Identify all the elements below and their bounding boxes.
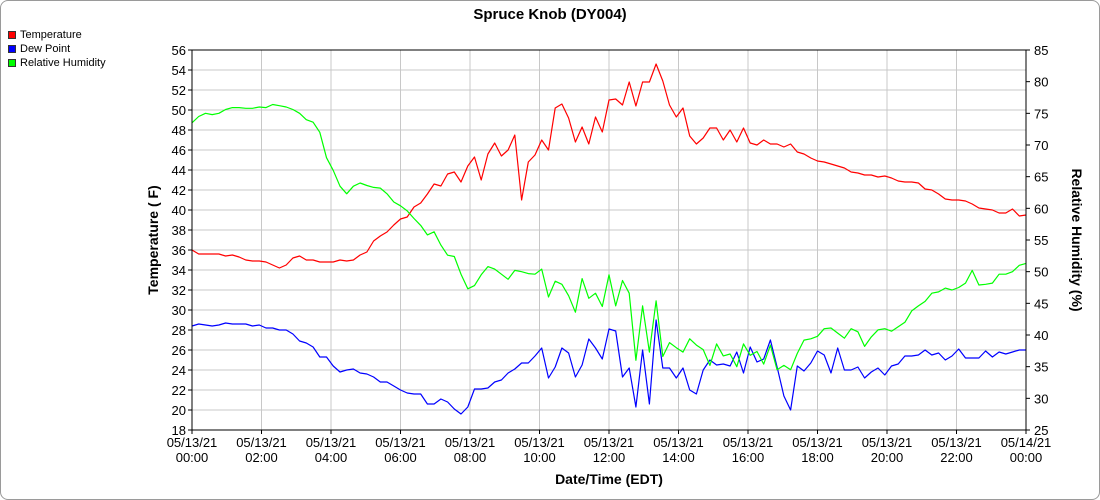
left-tick-label: 32 bbox=[172, 283, 186, 298]
right-tick-label: 25 bbox=[1034, 423, 1048, 438]
left-tick-label: 24 bbox=[172, 363, 186, 378]
left-tick-label: 38 bbox=[172, 223, 186, 238]
x-tick-time: 22:00 bbox=[940, 450, 973, 465]
left-tick-label: 22 bbox=[172, 383, 186, 398]
left-tick-label: 54 bbox=[172, 63, 186, 78]
right-tick-label: 65 bbox=[1034, 170, 1048, 185]
right-tick-label: 35 bbox=[1034, 360, 1048, 375]
legend-item-temperature: Temperature bbox=[8, 28, 106, 42]
series-line-temperature bbox=[191, 63, 1027, 269]
right-tick-label: 55 bbox=[1034, 233, 1048, 248]
x-tick-time: 00:00 bbox=[1010, 450, 1043, 465]
left-tick-label: 36 bbox=[172, 243, 186, 258]
left-tick-label: 46 bbox=[172, 143, 186, 158]
relative-humidity-swatch bbox=[8, 59, 16, 67]
x-tick-time: 10:00 bbox=[523, 450, 556, 465]
x-tick-time: 06:00 bbox=[384, 450, 417, 465]
x-tick-time: 02:00 bbox=[245, 450, 278, 465]
x-tick-date: 05/13/21 bbox=[306, 435, 357, 450]
series-line-dew-point bbox=[191, 319, 1026, 415]
left-tick-label: 56 bbox=[172, 43, 186, 58]
x-tick-date: 05/13/21 bbox=[653, 435, 704, 450]
left-tick-label: 48 bbox=[172, 123, 186, 138]
left-tick-label: 28 bbox=[172, 323, 186, 338]
left-tick-label: 50 bbox=[172, 103, 186, 118]
left-tick-label: 20 bbox=[172, 403, 186, 418]
chart-title: Spruce Knob (DY004) bbox=[473, 6, 626, 23]
temperature-swatch bbox=[8, 31, 16, 39]
y-axis-label-left: Temperature ( F) bbox=[145, 185, 161, 294]
right-tick-label: 85 bbox=[1034, 43, 1048, 58]
right-tick-label: 50 bbox=[1034, 265, 1048, 280]
left-tick-label: 30 bbox=[172, 303, 186, 318]
x-tick-time: 14:00 bbox=[662, 450, 695, 465]
x-axis-label: Date/Time (EDT) bbox=[555, 471, 663, 487]
x-tick-date: 05/13/21 bbox=[514, 435, 565, 450]
x-tick-time: 00:00 bbox=[176, 450, 209, 465]
x-tick-time: 04:00 bbox=[315, 450, 348, 465]
x-tick-time: 16:00 bbox=[732, 450, 765, 465]
legend-item-dew-point: Dew Point bbox=[8, 42, 106, 56]
dew-point-swatch bbox=[8, 45, 16, 53]
x-tick-time: 08:00 bbox=[454, 450, 487, 465]
x-tick-date: 05/13/21 bbox=[862, 435, 913, 450]
axes: 18 20 22 24 26 28 30 32 34 36 38 40 42 44 46 48 50 52 54 56… bbox=[167, 43, 1052, 465]
legend: Temperature Dew Point Relative Humidity bbox=[8, 28, 106, 70]
right-tick-label: 70 bbox=[1034, 138, 1048, 153]
x-tick-date: 05/13/21 bbox=[236, 435, 287, 450]
left-tick-label: 42 bbox=[172, 183, 186, 198]
right-tick-label: 80 bbox=[1034, 75, 1048, 90]
x-tick-time: 18:00 bbox=[801, 450, 834, 465]
left-tick-label: 34 bbox=[172, 263, 186, 278]
legend-label-temperature: Temperature bbox=[20, 29, 82, 41]
x-tick-time: 20:00 bbox=[871, 450, 904, 465]
x-tick-date: 05/13/21 bbox=[792, 435, 843, 450]
grid bbox=[191, 49, 1027, 431]
left-tick-label: 26 bbox=[172, 343, 186, 358]
right-tick-label: 60 bbox=[1034, 201, 1048, 216]
left-tick-label: 18 bbox=[172, 423, 186, 438]
right-tick-label: 40 bbox=[1034, 328, 1048, 343]
x-tick-date: 05/13/21 bbox=[723, 435, 774, 450]
x-tick-date: 05/14/21 bbox=[1001, 435, 1052, 450]
legend-item-relative-humidity: Relative Humidity bbox=[8, 56, 106, 70]
x-tick-date: 05/13/21 bbox=[584, 435, 635, 450]
y-axis-label-right: Relative Humidity (%) bbox=[1069, 168, 1085, 311]
x-tick-date: 05/13/21 bbox=[375, 435, 426, 450]
right-tick-label: 75 bbox=[1034, 106, 1048, 121]
right-tick-label: 30 bbox=[1034, 391, 1048, 406]
x-tick-time: 12:00 bbox=[593, 450, 626, 465]
x-tick-date: 05/13/21 bbox=[445, 435, 496, 450]
legend-label-dew-point: Dew Point bbox=[20, 43, 71, 55]
legend-label-relative-humidity: Relative Humidity bbox=[20, 57, 106, 69]
left-tick-label: 52 bbox=[172, 83, 186, 98]
series-layer bbox=[191, 63, 1027, 415]
x-tick-date: 05/13/21 bbox=[167, 435, 218, 450]
left-tick-label: 44 bbox=[172, 163, 186, 178]
right-tick-label: 45 bbox=[1034, 296, 1048, 311]
left-tick-label: 40 bbox=[172, 203, 186, 218]
series-line-relative-humidity bbox=[191, 103, 1027, 371]
plot-border bbox=[191, 49, 1027, 431]
x-tick-date: 05/13/21 bbox=[931, 435, 982, 450]
